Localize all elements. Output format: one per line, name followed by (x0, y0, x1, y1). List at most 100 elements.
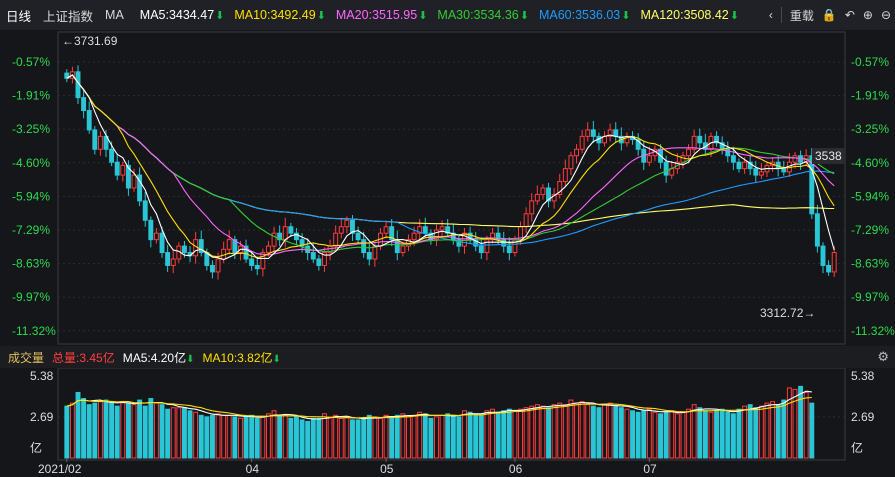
volume-bar (473, 413, 479, 459)
volume-bar (630, 410, 636, 459)
restore-button[interactable]: 重载 (789, 8, 814, 23)
volume-bar (635, 411, 641, 459)
candle-body (131, 174, 137, 189)
volume-bar (344, 416, 350, 459)
candle-body (333, 232, 339, 247)
volume-ma5: MA5:4.20亿⬇ (122, 350, 195, 365)
candle-body (736, 161, 742, 170)
price-chart[interactable]: -0.57% -0.57% -1.91% -1.91% -3.25% -3.25% -4.6… (0, 30, 895, 346)
volume-bar (232, 416, 238, 459)
candle-body (439, 226, 445, 231)
price-frame (57, 31, 846, 345)
pct-tick-left: -7.29% (12, 223, 50, 237)
volume-bar (456, 416, 462, 459)
undo-icon[interactable]: ↶ (844, 8, 855, 22)
volume-bar (658, 413, 664, 459)
candle-body (148, 219, 154, 241)
down-arrow-icon: ⬇ (418, 10, 428, 22)
volume-ma10: MA10:3.82亿⬇ (202, 350, 281, 365)
volume-bar (361, 417, 367, 459)
ma-item-0: MA5:3434.47⬇ (139, 8, 225, 22)
candle-body (389, 226, 395, 241)
volume-bar (803, 391, 809, 459)
ma-item-5: MA120:3508.42⬇ (640, 8, 739, 22)
volume-bar (260, 416, 266, 459)
candle-body (411, 232, 417, 241)
candle-body (355, 232, 361, 241)
candle-body (254, 264, 260, 270)
volume-bar (406, 416, 411, 459)
index-name[interactable]: 上证指数 (43, 9, 94, 24)
volume-bar (490, 408, 495, 459)
tab-daily[interactable]: 日线 (6, 9, 32, 24)
volume-bar (557, 402, 563, 459)
candle-body (215, 258, 221, 273)
chevron-left-icon[interactable]: ‹ (768, 8, 773, 22)
volume-bar (506, 408, 512, 459)
volume-bar (209, 414, 215, 459)
ma10-line (66, 74, 835, 259)
zoom-out-icon[interactable]: ⊖ (880, 8, 891, 22)
volume-bar (467, 411, 473, 459)
candle-body (310, 252, 316, 260)
candle-body (646, 155, 652, 163)
volume-bar (562, 404, 568, 459)
volume-bar (462, 410, 467, 459)
candle-body (422, 226, 428, 234)
volume-bar (714, 410, 720, 459)
x-axis-label: 05 (380, 462, 394, 476)
volume-bar (198, 414, 204, 459)
volume-ma10-line (66, 396, 812, 419)
volume-bar (125, 402, 131, 459)
candle-body (462, 232, 467, 247)
volume-bar (725, 411, 731, 459)
candle-body (574, 148, 579, 157)
candle-body (490, 232, 495, 241)
volume-bar (64, 405, 70, 459)
candle-body (293, 232, 299, 241)
pct-tick-right: -9.97% (851, 290, 889, 304)
volume-bar (350, 419, 355, 459)
volume-bar (495, 411, 501, 459)
candle-body (792, 155, 798, 163)
pct-tick-right: -0.57% (851, 55, 889, 69)
volume-bar (75, 391, 81, 459)
volume-bar (299, 419, 305, 459)
volume-bar (602, 404, 608, 459)
chart-header: 日线 上证指数 MA MA5:3434.47⬇ MA10:3492.49⬇ MA20… (0, 0, 895, 30)
gear-icon[interactable]: ⚙ (877, 349, 889, 364)
candle-body (434, 229, 439, 241)
volume-tick-left: 5.38 (30, 369, 54, 383)
volume-bar (691, 404, 697, 459)
candle-body (249, 258, 255, 266)
volume-chart[interactable]: 5.38 2.69 亿 5.38 2.69 亿 2021/02 04 05 06 07 (0, 368, 895, 477)
volume-bar (770, 401, 776, 459)
candle-body (265, 245, 271, 254)
candle-body (232, 239, 238, 254)
volume-bar (764, 402, 770, 459)
candle-body (523, 213, 529, 228)
candle-body (277, 232, 283, 241)
volume-title[interactable]: 成交量 (8, 350, 45, 365)
volume-bar (798, 385, 804, 459)
candle-body (529, 200, 535, 215)
volume-bar (69, 402, 75, 459)
ma-label[interactable]: MA (105, 8, 124, 22)
volume-bar (624, 408, 630, 459)
pct-tick-left: -3.25% (12, 122, 50, 136)
volume-bar (753, 407, 759, 459)
volume-bar (786, 387, 792, 459)
candle-body (366, 252, 372, 260)
toolbar-right: ‹ 重载 🔒 ↶ ⊕ ⊖ (760, 0, 895, 30)
volume-bar (316, 417, 322, 459)
lock-icon[interactable]: 🔒 (821, 8, 837, 22)
volume-bar (747, 404, 753, 459)
pct-tick-right: -7.29% (851, 223, 889, 237)
pct-tick-left: -5.94% (12, 189, 50, 203)
volume-bar (484, 410, 490, 459)
volume-bar (652, 411, 658, 459)
volume-bar (277, 414, 283, 459)
candle-body (540, 187, 546, 195)
candle-body (478, 245, 484, 254)
zoom-in-icon[interactable]: ⊕ (862, 8, 873, 22)
